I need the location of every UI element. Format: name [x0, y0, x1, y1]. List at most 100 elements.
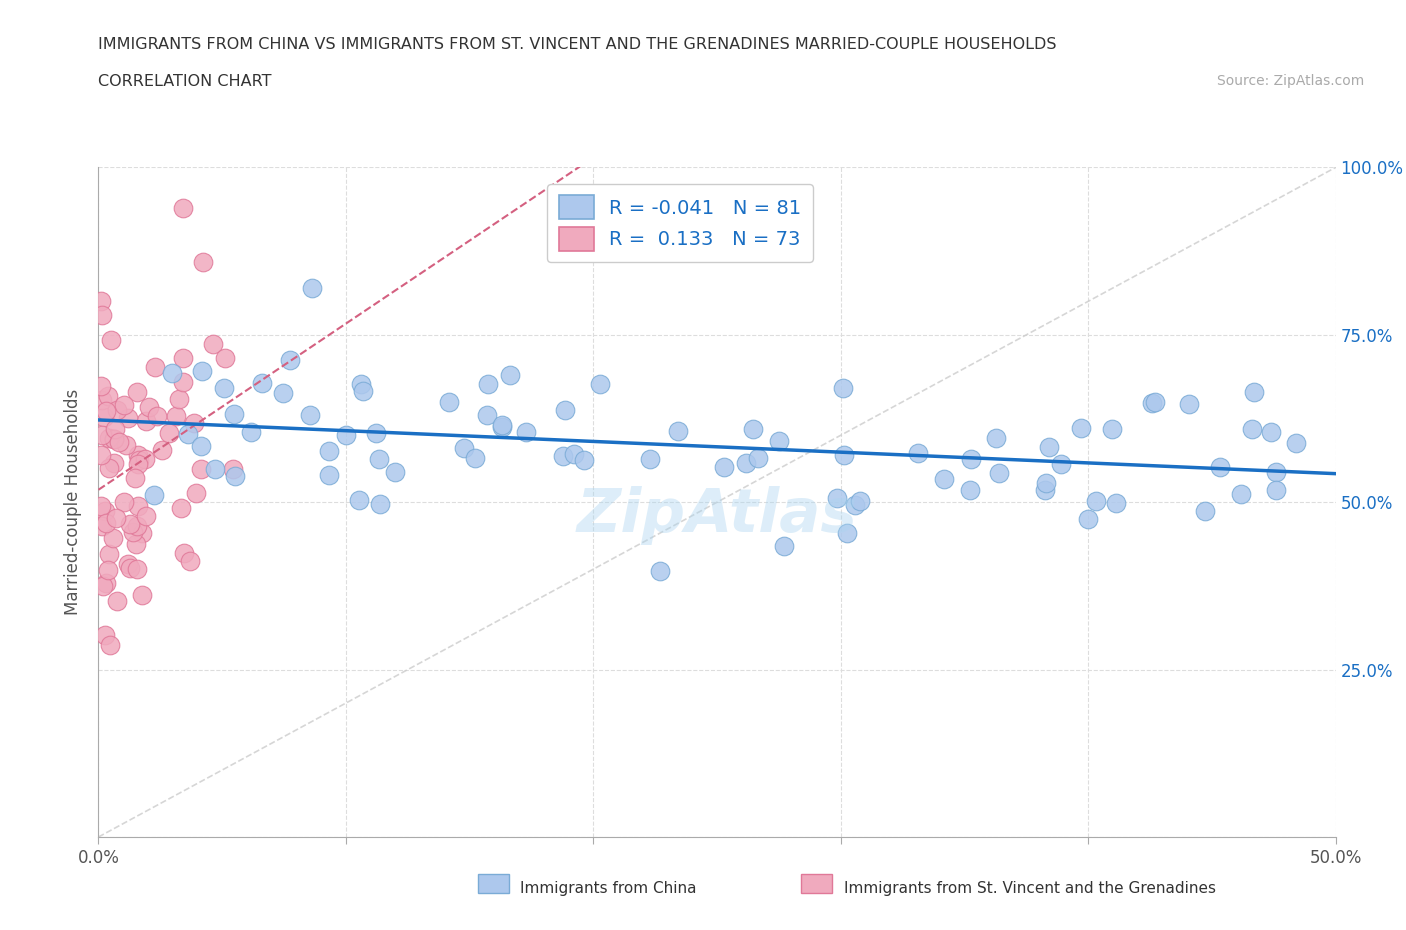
Text: IMMIGRANTS FROM CHINA VS IMMIGRANTS FROM ST. VINCENT AND THE GRENADINES MARRIED-: IMMIGRANTS FROM CHINA VS IMMIGRANTS FROM…: [98, 37, 1057, 52]
Point: [335, 428, 357, 443]
Point: [572, 453, 595, 468]
Point: [128, 453, 150, 468]
Point: [131, 588, 153, 603]
Point: [135, 414, 157, 429]
Text: Immigrants from St. Vincent and the Grenadines: Immigrants from St. Vincent and the Gren…: [844, 881, 1216, 896]
Point: [551, 449, 574, 464]
Point: [250, 376, 273, 391]
Point: [640, 452, 662, 467]
Point: [271, 385, 294, 400]
Point: [299, 407, 322, 422]
Point: [554, 403, 576, 418]
Point: [135, 508, 157, 523]
Point: [138, 399, 160, 414]
Point: [94, 404, 117, 418]
Point: [589, 377, 612, 392]
Point: [352, 383, 374, 398]
Point: [104, 511, 127, 525]
Point: [201, 337, 224, 352]
Point: [1285, 436, 1308, 451]
Point: [1140, 395, 1163, 410]
Point: [124, 537, 146, 551]
Point: [165, 408, 187, 423]
Point: [384, 464, 406, 479]
Point: [848, 494, 870, 509]
Point: [169, 392, 191, 406]
Point: [214, 351, 236, 365]
Point: [932, 472, 955, 486]
Point: [735, 456, 758, 471]
Point: [160, 366, 183, 381]
Point: [112, 495, 135, 510]
Point: [90, 447, 112, 462]
Point: [97, 389, 120, 404]
Point: [453, 440, 475, 455]
Point: [713, 460, 735, 475]
Point: [191, 364, 214, 379]
Point: [301, 281, 323, 296]
Point: [172, 375, 194, 390]
Point: [1144, 394, 1167, 409]
Point: [475, 407, 498, 422]
Point: [103, 456, 125, 471]
Point: [100, 333, 122, 348]
Point: [177, 427, 200, 442]
Point: [464, 451, 486, 466]
Point: [122, 525, 145, 539]
Point: [134, 451, 156, 466]
Point: [772, 538, 794, 553]
Point: [835, 525, 858, 540]
Point: [768, 433, 790, 448]
Point: [190, 462, 212, 477]
Point: [90, 379, 112, 393]
Point: [1035, 475, 1057, 490]
Point: [150, 443, 173, 458]
Point: [105, 403, 128, 418]
Point: [1177, 396, 1199, 411]
Point: [117, 557, 139, 572]
Point: [364, 426, 387, 441]
Point: [191, 254, 214, 269]
Point: [437, 394, 460, 409]
Point: [124, 471, 146, 485]
Legend: R = -0.041   N = 81, R =  0.133   N = 73: R = -0.041 N = 81, R = 0.133 N = 73: [547, 184, 813, 262]
Point: [94, 503, 117, 518]
Point: [368, 497, 391, 512]
Text: Immigrants from China: Immigrants from China: [520, 881, 697, 896]
Point: [101, 531, 124, 546]
Text: ZipAtlas: ZipAtlas: [576, 486, 858, 545]
Point: [1085, 494, 1108, 509]
Point: [1105, 496, 1128, 511]
Point: [97, 563, 120, 578]
Point: [115, 437, 138, 452]
Point: [988, 466, 1011, 481]
Point: [131, 525, 153, 540]
Point: [562, 447, 585, 462]
Point: [212, 380, 235, 395]
Point: [477, 377, 499, 392]
Point: [959, 483, 981, 498]
Point: [172, 351, 194, 365]
Point: [104, 421, 127, 436]
Point: [984, 431, 1007, 445]
Point: [179, 554, 201, 569]
Point: [368, 452, 391, 467]
Point: [173, 546, 195, 561]
Point: [90, 427, 112, 442]
Point: [318, 468, 340, 483]
Point: [190, 438, 212, 453]
Point: [1264, 465, 1286, 480]
Point: [118, 517, 141, 532]
Point: [349, 492, 371, 507]
Point: [1070, 421, 1092, 436]
Point: [90, 294, 112, 309]
Point: [127, 519, 149, 534]
Point: [747, 451, 769, 466]
Point: [222, 406, 245, 421]
Point: [832, 381, 855, 396]
Point: [127, 447, 149, 462]
Point: [143, 360, 166, 375]
Point: [1229, 487, 1251, 502]
Point: [1077, 512, 1099, 526]
Point: [825, 491, 848, 506]
